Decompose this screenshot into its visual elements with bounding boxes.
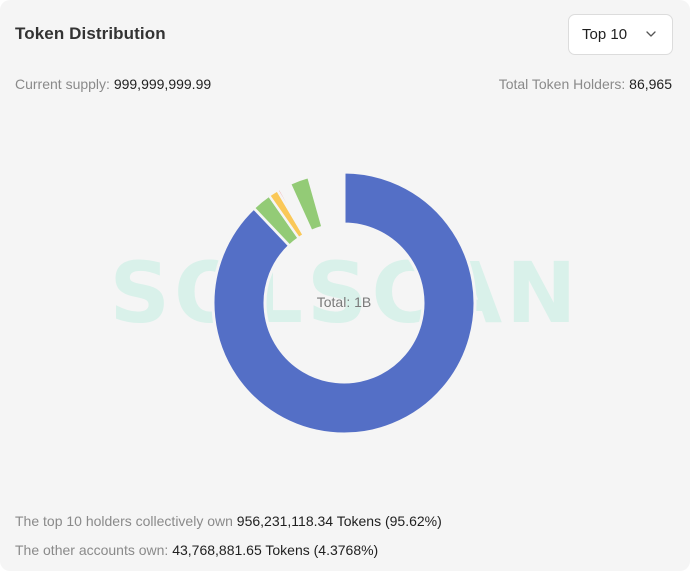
donut-slice-1[interactable] — [211, 170, 477, 436]
top-holders-dropdown[interactable]: Top 10 — [568, 14, 673, 55]
total-holders-value: 86,965 — [629, 76, 672, 92]
watermark-text: SOLSCAN — [110, 244, 581, 342]
donut-slice-10[interactable] — [288, 175, 324, 233]
top-holders-summary: The top 10 holders collectively own 956,… — [15, 513, 442, 529]
other-accounts-summary: The other accounts own: 43,768,881.65 To… — [15, 542, 378, 558]
chevron-down-icon — [646, 31, 656, 37]
dropdown-selected-value: Top 10 — [582, 26, 628, 43]
current-supply-label: Current supply: — [15, 76, 110, 92]
card-title: Token Distribution — [15, 24, 166, 43]
chart-area: SOLSCAN Total: 1B — [0, 110, 690, 490]
donut-chart: SOLSCAN Total: 1B — [110, 170, 581, 436]
top-holders-summary-label: The top 10 holders collectively own — [15, 513, 233, 529]
total-holders-label: Total Token Holders: — [498, 76, 626, 92]
current-supply-value: 999,999,999.99 — [113, 76, 212, 92]
donut-slices — [211, 170, 477, 436]
top-holders-summary-value: 956,231,118.34 Tokens (95.62%) — [236, 513, 442, 529]
chart-center-label: Total: 1B — [317, 294, 371, 310]
other-accounts-summary-value: 43,768,881.65 Tokens (4.3768%) — [172, 542, 379, 558]
total-holders: Total Token Holders: 86,965 — [499, 76, 672, 92]
current-supply: Current supply: 999,999,999.99 — [15, 76, 211, 92]
other-accounts-summary-label: The other accounts own: — [15, 542, 169, 558]
